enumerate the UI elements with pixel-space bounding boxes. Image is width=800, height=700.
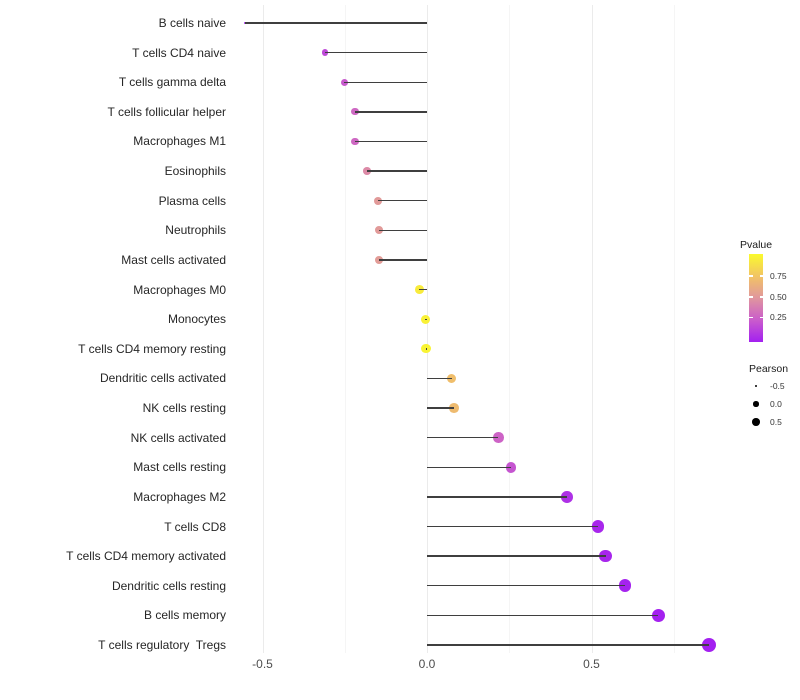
lollipop-stick	[427, 555, 606, 557]
colorbar-tick-label: 0.75	[770, 271, 787, 282]
pearson-size-label: 0.0	[770, 399, 782, 409]
lollipop-stick	[344, 81, 427, 83]
lollipop-stick	[425, 318, 427, 320]
colorbar-tick-mark	[749, 295, 753, 298]
x-axis-tick-label: -0.5	[252, 657, 273, 671]
category-label: T cells CD4 memory resting	[78, 341, 226, 356]
lollipop-dot	[618, 579, 632, 593]
minor-gridline	[673, 5, 675, 653]
lollipop-stick	[427, 377, 452, 380]
lollipop-stick	[426, 348, 427, 350]
colorbar-tick-mark	[759, 295, 763, 298]
lollipop-stick	[419, 288, 427, 291]
category-label: Monocytes	[167, 312, 226, 327]
lollipop-stick	[354, 111, 427, 113]
category-label: T cells gamma delta	[118, 75, 226, 90]
colorbar-tick-label: 0.50	[770, 291, 787, 302]
category-label: T cells CD4 naive	[132, 45, 226, 60]
category-label: Neutrophils	[165, 223, 226, 238]
lollipop-stick	[427, 496, 567, 498]
lollipop-stick	[427, 644, 709, 646]
category-label: T cells CD4 memory activated	[66, 549, 226, 564]
category-label: T cells CD8	[164, 519, 226, 534]
category-label: T cells regulatory Tregs	[98, 638, 226, 653]
category-label: B cells memory	[143, 608, 226, 623]
colorbar-tick-label: 0.25	[770, 312, 787, 323]
colorbar-tick-mark	[749, 316, 753, 319]
category-label: Plasma cells	[158, 193, 226, 208]
major-gridline	[591, 5, 593, 653]
lollipop-dot	[560, 491, 573, 503]
x-axis-tick-label: 0.0	[418, 657, 436, 671]
category-label: Eosinophils	[164, 164, 226, 179]
category-label: Macrophages M0	[133, 282, 226, 297]
lollipop-dot	[701, 638, 716, 652]
category-label: Mast cells activated	[121, 252, 226, 267]
lollipop-stick	[354, 140, 427, 143]
lollipop-dot	[599, 549, 612, 563]
category-label: Dendritic cells resting	[111, 578, 226, 593]
lollipop-stick	[427, 407, 455, 409]
lollipop-stick	[378, 259, 427, 261]
pearson-legend-title: Pearson	[749, 363, 789, 375]
pearson-size-dot	[754, 384, 758, 388]
lollipop-stick	[377, 200, 427, 202]
lollipop-stick	[427, 585, 626, 587]
lollipop-stick	[325, 51, 427, 54]
lollipop-dot	[243, 21, 247, 25]
pearson-size-label: 0.5	[770, 417, 782, 427]
pearson-size-label: -0.5	[770, 381, 785, 391]
lollipop-stick	[245, 22, 427, 24]
major-gridline	[262, 5, 264, 653]
category-label: Macrophages M2	[133, 489, 226, 504]
lollipop-dot	[591, 520, 604, 533]
lollipop-dot	[374, 196, 382, 205]
pearson-size-dot	[753, 401, 759, 407]
lollipop-stick	[427, 525, 598, 528]
lollipop-stick	[378, 229, 427, 232]
lollipop-stick	[366, 170, 427, 172]
pvalue-colorbar	[749, 254, 763, 342]
minor-gridline	[344, 5, 346, 653]
category-label: NK cells activated	[130, 430, 226, 445]
category-label: Dendritic cells activated	[99, 371, 226, 386]
colorbar-tick-mark	[749, 275, 753, 277]
major-gridline	[427, 5, 428, 653]
lollipop-dot	[446, 373, 457, 384]
category-label: Macrophages M1	[133, 134, 226, 149]
minor-gridline	[509, 5, 511, 653]
category-label: T cells follicular helper	[107, 104, 227, 119]
colorbar-tick-mark	[759, 316, 763, 319]
x-axis-tick-label: 0.5	[583, 657, 600, 671]
pvalue-legend-title: Pvalue	[740, 239, 773, 251]
lollipop-stick	[427, 436, 499, 439]
lollipop-stick	[427, 466, 511, 468]
category-label: B cells naive	[158, 16, 226, 30]
category-label: Mast cells resting	[133, 460, 226, 475]
pearson-size-dot	[752, 418, 760, 426]
colorbar-tick-mark	[759, 275, 763, 277]
lollipop-stick	[427, 614, 659, 617]
category-label: NK cells resting	[142, 401, 226, 416]
